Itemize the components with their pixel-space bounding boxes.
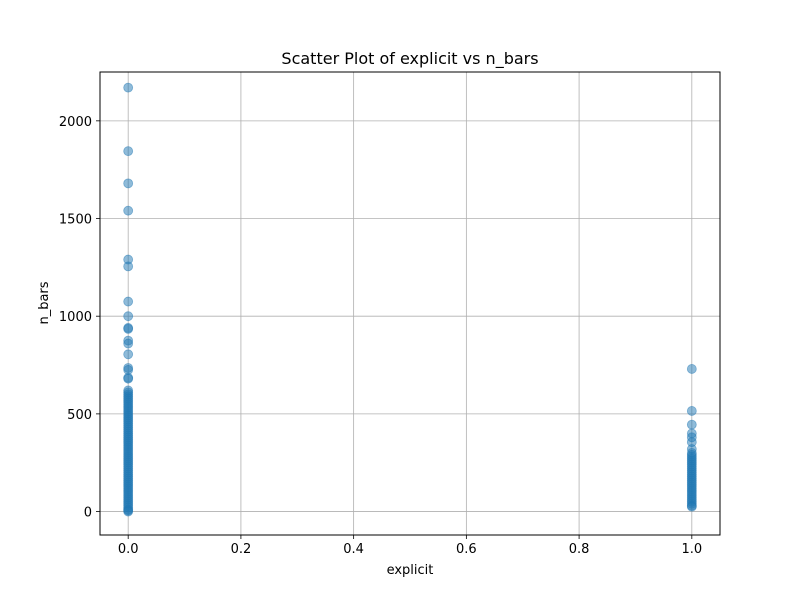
scatter-point bbox=[123, 146, 134, 157]
scatter-point bbox=[123, 349, 134, 360]
scatter-point bbox=[123, 373, 134, 384]
x-tick-label: 0.8 bbox=[569, 542, 590, 557]
x-tick-label: 0.0 bbox=[118, 542, 139, 557]
data-points bbox=[123, 82, 697, 517]
scatter-point bbox=[123, 205, 134, 216]
y-tick-label: 1500 bbox=[59, 213, 92, 228]
scatter-point bbox=[123, 82, 134, 93]
scatter-point bbox=[123, 178, 134, 189]
scatter-point bbox=[686, 501, 697, 512]
y-tick-label: 500 bbox=[67, 408, 92, 423]
x-tick-label: 0.2 bbox=[231, 542, 252, 557]
y-axis-ticks: 0 500 1000 1500 2000 bbox=[59, 115, 100, 521]
x-tick-label: 1.0 bbox=[681, 542, 702, 557]
y-tick-label: 0 bbox=[84, 506, 92, 521]
chart-title: Scatter Plot of explicit vs n_bars bbox=[281, 49, 538, 69]
y-tick-label: 2000 bbox=[59, 115, 92, 130]
x-tick-label: 0.6 bbox=[456, 542, 477, 557]
scatter-point bbox=[123, 311, 134, 322]
scatter-point bbox=[686, 364, 697, 374]
scatter-point bbox=[123, 261, 134, 272]
grid-lines bbox=[100, 72, 720, 535]
scatter-point bbox=[123, 506, 134, 517]
x-axis-ticks: 0.0 0.2 0.4 0.6 0.8 1.0 bbox=[118, 535, 702, 557]
scatter-point bbox=[686, 419, 697, 430]
x-axis-label: explicit bbox=[387, 563, 434, 578]
y-axis-label: n_bars bbox=[37, 281, 52, 324]
x-tick-label: 0.4 bbox=[343, 542, 364, 557]
scatter-point bbox=[123, 296, 134, 307]
y-tick-label: 1000 bbox=[59, 310, 92, 325]
scatter-point bbox=[123, 338, 134, 349]
scatter-point bbox=[123, 323, 134, 334]
plot-area-frame bbox=[99, 71, 721, 536]
scatter-point bbox=[686, 406, 697, 416]
